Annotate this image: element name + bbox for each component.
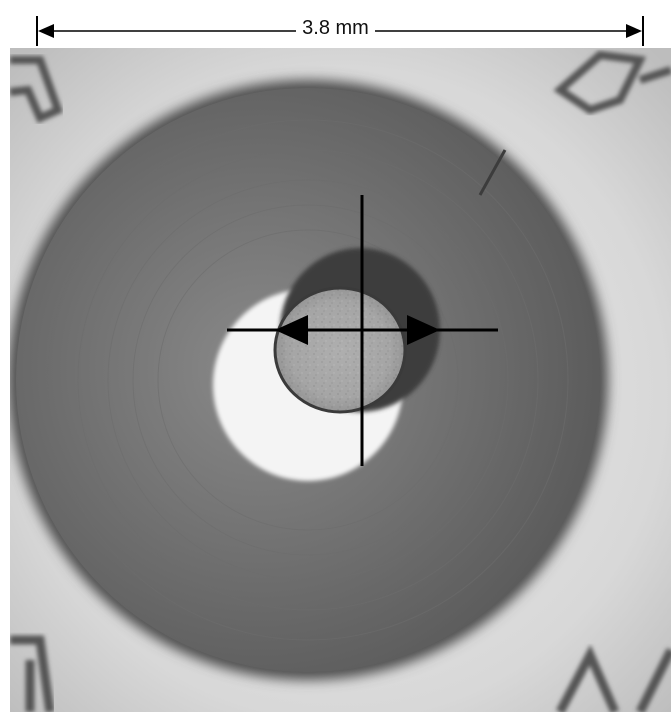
crosshair-arrow-right (407, 315, 440, 345)
corner-glyph-top-right (553, 50, 671, 115)
crosshair-icon (227, 195, 498, 466)
scale-bar-arrow-right (626, 24, 642, 38)
corner-glyph-bottom-left (10, 635, 55, 712)
corner-glyph-top-left (10, 56, 64, 124)
sample-rim (273, 286, 407, 414)
corner-glyph-bottom-right (556, 644, 671, 712)
ring-scratch (478, 149, 507, 196)
crosshair-arrow-left (275, 315, 308, 345)
ring-tool-marks (47, 119, 569, 641)
caption-strip (0, 0, 671, 48)
scale-bar-arrow-left (38, 24, 54, 38)
